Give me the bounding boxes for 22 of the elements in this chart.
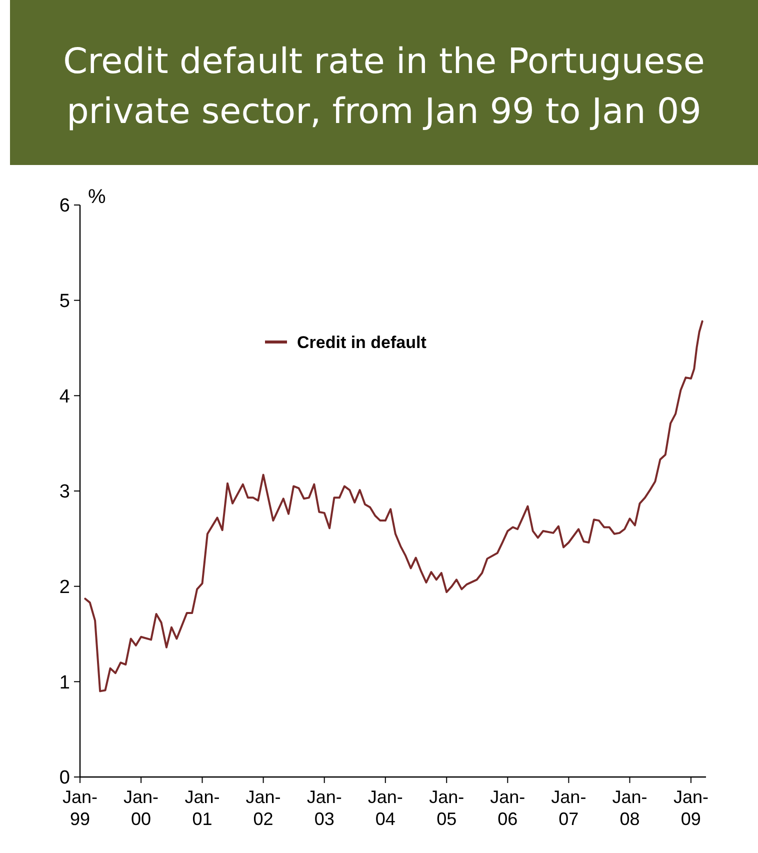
y-tick-label: 1 bbox=[59, 672, 70, 694]
x-tick-label: Jan-01 bbox=[184, 787, 220, 829]
x-tick-label: Jan-05 bbox=[429, 787, 464, 829]
legend-label: Credit in default bbox=[297, 332, 427, 352]
x-tick-label: Jan-04 bbox=[368, 787, 403, 829]
x-tick-label: Jan-06 bbox=[490, 787, 526, 829]
y-tick-label: 4 bbox=[59, 386, 70, 408]
x-tick-label: Jan-99 bbox=[62, 787, 98, 829]
x-tick-label: Jan-02 bbox=[246, 787, 281, 829]
x-tick-label: Jan-00 bbox=[124, 787, 159, 829]
x-tick-label: Jan-08 bbox=[612, 787, 648, 829]
x-tick-label: Jan-03 bbox=[306, 787, 342, 829]
x-tick-label: Jan-07 bbox=[551, 787, 586, 829]
y-tick-label: 0 bbox=[59, 768, 70, 789]
x-tick-label: Jan-09 bbox=[673, 787, 708, 829]
y-tick-label: 2 bbox=[59, 576, 70, 598]
y-axis-title: % bbox=[88, 186, 106, 208]
chart-title: Credit default rate in the Portuguese private sector, from Jan 99 to Jan 09 bbox=[63, 42, 705, 132]
y-tick-label: 5 bbox=[59, 290, 70, 312]
line-series bbox=[84, 320, 704, 692]
y-tick-label: 3 bbox=[59, 482, 70, 503]
y-tick-label: 6 bbox=[59, 196, 70, 217]
